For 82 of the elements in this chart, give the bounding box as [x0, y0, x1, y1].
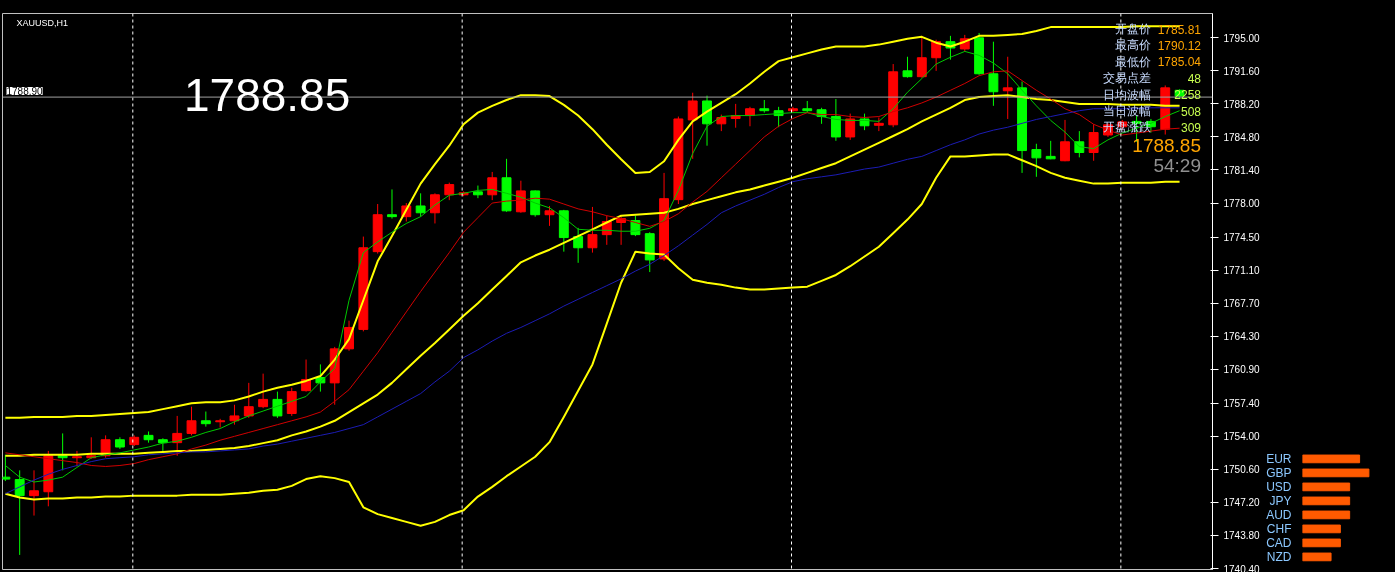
candlestick [988, 41, 999, 107]
candlestick [573, 227, 584, 264]
candlestick [873, 117, 884, 132]
candlestick [1060, 119, 1070, 162]
y-tick-label: CHF [1266, 521, 1292, 536]
candlestick [530, 189, 541, 218]
bar [1302, 482, 1351, 492]
candlestick [157, 437, 168, 452]
candlestick [1088, 123, 1099, 162]
annotation: 最低价 [1115, 54, 1152, 69]
candlestick [2, 454, 11, 482]
y-tick-label: CAD [1266, 535, 1292, 550]
candlestick [902, 56, 913, 79]
bar [1302, 538, 1341, 548]
candlestick [415, 192, 426, 218]
bar [1302, 510, 1351, 520]
candlestick [430, 192, 440, 224]
bar [1302, 552, 1332, 562]
y-tick-label: 1788.20 [1223, 98, 1261, 110]
y-tick-label: 1795.00 [1223, 32, 1261, 44]
candlestick [687, 92, 698, 160]
y-tick-label: USD [1266, 479, 1292, 494]
annotation: 1785.81 [1157, 22, 1202, 37]
candlestick [472, 185, 483, 199]
text: 48 [1187, 71, 1202, 86]
candlestick [29, 469, 39, 517]
candlestick [830, 98, 841, 142]
annotation: 309 [1180, 120, 1202, 135]
y-tick-label: 1740.40 [1223, 563, 1261, 572]
y-tick-label: 1784.80 [1223, 131, 1261, 143]
annotation: 1790.12 [1157, 38, 1202, 53]
candlestick [186, 406, 197, 436]
y-tick-label: 1754.00 [1223, 431, 1261, 443]
candlestick [14, 469, 25, 556]
y-tick-label: 1747.20 [1223, 497, 1261, 509]
annotation: 最高价 [1115, 38, 1152, 53]
y-tick-label: NZD [1266, 549, 1292, 564]
candlestick [72, 450, 82, 467]
candlestick [387, 188, 397, 220]
bar [1302, 524, 1341, 534]
candlestick [229, 404, 240, 426]
ref-line-label: 1788.90 [6, 86, 44, 98]
annotation: 日均波幅 [1103, 87, 1152, 102]
y-tick-label: JPY [1269, 493, 1292, 508]
candlestick [272, 391, 283, 419]
bar [1302, 468, 1370, 478]
annotation: 交易点差 [1103, 71, 1152, 86]
y-tick-label: GBP [1266, 465, 1292, 480]
candlestick [845, 113, 856, 141]
annotation: 2258 [1174, 88, 1202, 103]
y-tick-label: 1760.90 [1223, 364, 1261, 376]
y-tick-label: 1743.80 [1223, 530, 1261, 542]
y-tick-label: 1791.60 [1223, 65, 1261, 77]
candlestick [544, 205, 555, 227]
y-tick-label: 1764.30 [1223, 331, 1261, 343]
y-tick-label: 1778.00 [1223, 198, 1261, 210]
candlestick [258, 373, 269, 409]
annotation: 508 [1180, 104, 1202, 119]
y-tick-label: AUD [1266, 507, 1292, 522]
candlestick [243, 382, 254, 419]
y-tick-label: 1774.50 [1223, 232, 1261, 244]
candlestick [286, 387, 297, 417]
annotation: 1785.04 [1157, 55, 1202, 70]
y-tick-label: 1750.60 [1223, 464, 1261, 476]
annotation: 当日波幅 [1103, 104, 1152, 119]
candlestick [1002, 56, 1013, 120]
candlestick [931, 39, 942, 72]
y-tick-label: 1781.40 [1223, 165, 1261, 176]
text: XAUUSD,H1 [16, 17, 69, 28]
y-tick-label: 1771.10 [1223, 265, 1261, 277]
candlestick [587, 206, 598, 254]
y-tick-label: 1767.70 [1223, 298, 1261, 310]
annotation: 1788.85 [1132, 134, 1202, 156]
bar [1302, 454, 1361, 464]
y-tick-label: 1757.40 [1223, 398, 1261, 410]
annotation: 1788.85 [184, 69, 351, 122]
bar [1302, 496, 1351, 506]
candlestick [916, 35, 927, 79]
y-tick-label: EUR [1266, 451, 1292, 466]
candlestick [1031, 143, 1042, 178]
annotation: 54:29 [1153, 154, 1202, 176]
candlestick [487, 171, 498, 201]
